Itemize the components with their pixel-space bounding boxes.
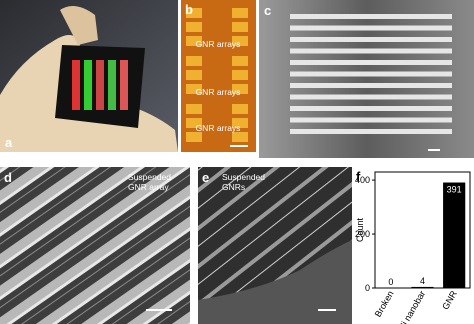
photo xyxy=(259,0,474,158)
stripe xyxy=(290,37,452,42)
annotation: GNR arrays xyxy=(196,39,241,49)
bar xyxy=(443,182,466,288)
pads xyxy=(186,8,248,142)
bar xyxy=(411,286,434,288)
pad xyxy=(186,132,202,142)
panel-c: c xyxy=(259,0,474,158)
y-tick-label: 0 xyxy=(365,283,370,293)
stripe xyxy=(290,129,452,134)
panel-d: Suspended GNR array d xyxy=(0,167,190,324)
pad xyxy=(232,8,248,18)
x-tick-label: GNR xyxy=(440,289,459,312)
stripe xyxy=(290,94,452,100)
stripe xyxy=(290,106,452,111)
value-label: 4 xyxy=(420,276,425,286)
value-label: 0 xyxy=(388,277,393,287)
stripe xyxy=(290,14,452,19)
stripe xyxy=(290,48,452,54)
y-axis-label: Count xyxy=(355,218,365,243)
y-tick-label: 400 xyxy=(355,175,370,185)
panel-label: e xyxy=(202,170,209,185)
panel-label: d xyxy=(4,170,12,185)
finger xyxy=(60,6,98,45)
pad xyxy=(232,36,248,46)
stripes xyxy=(290,14,452,134)
x-tick-label: Broken xyxy=(373,289,396,319)
photo xyxy=(0,167,190,324)
panel-label: f xyxy=(356,169,361,184)
stripe xyxy=(290,71,452,77)
stripe xyxy=(290,60,452,65)
panel-e: Suspended GNRs e xyxy=(198,167,352,324)
panel-label: a xyxy=(5,135,13,150)
pad xyxy=(186,104,202,114)
pad xyxy=(232,118,248,128)
annotation: GNRs xyxy=(222,182,245,192)
annotation: GNR arrays xyxy=(196,87,241,97)
panel-label: b xyxy=(185,2,193,17)
pad xyxy=(186,70,202,80)
annotation: Suspended xyxy=(128,172,171,182)
pad xyxy=(232,70,248,80)
pad xyxy=(186,36,202,46)
pad xyxy=(232,104,248,114)
pad xyxy=(186,56,202,66)
annotation: GNR array xyxy=(128,182,169,192)
y-tick-label: 200 xyxy=(355,229,370,239)
stripe xyxy=(290,117,452,123)
pad xyxy=(232,56,248,66)
annotation: Suspended xyxy=(222,172,265,182)
pad xyxy=(232,132,248,142)
pad xyxy=(186,22,202,32)
substrate xyxy=(198,240,352,324)
panel-b: GNR arrays GNR arrays GNR arrays b xyxy=(181,0,256,152)
pad xyxy=(232,84,248,94)
stripe xyxy=(290,25,452,31)
chip-arrays xyxy=(72,60,128,110)
pad xyxy=(232,22,248,32)
value-label: 391 xyxy=(447,185,462,195)
pad xyxy=(186,118,202,128)
annotation: GNR arrays xyxy=(196,123,241,133)
panel-label: c xyxy=(264,3,271,18)
stripe xyxy=(290,83,452,88)
x-tick-label: Ni nanobar xyxy=(397,289,428,324)
panel-a: a xyxy=(0,0,178,152)
pad xyxy=(186,8,202,18)
pad xyxy=(186,84,202,94)
